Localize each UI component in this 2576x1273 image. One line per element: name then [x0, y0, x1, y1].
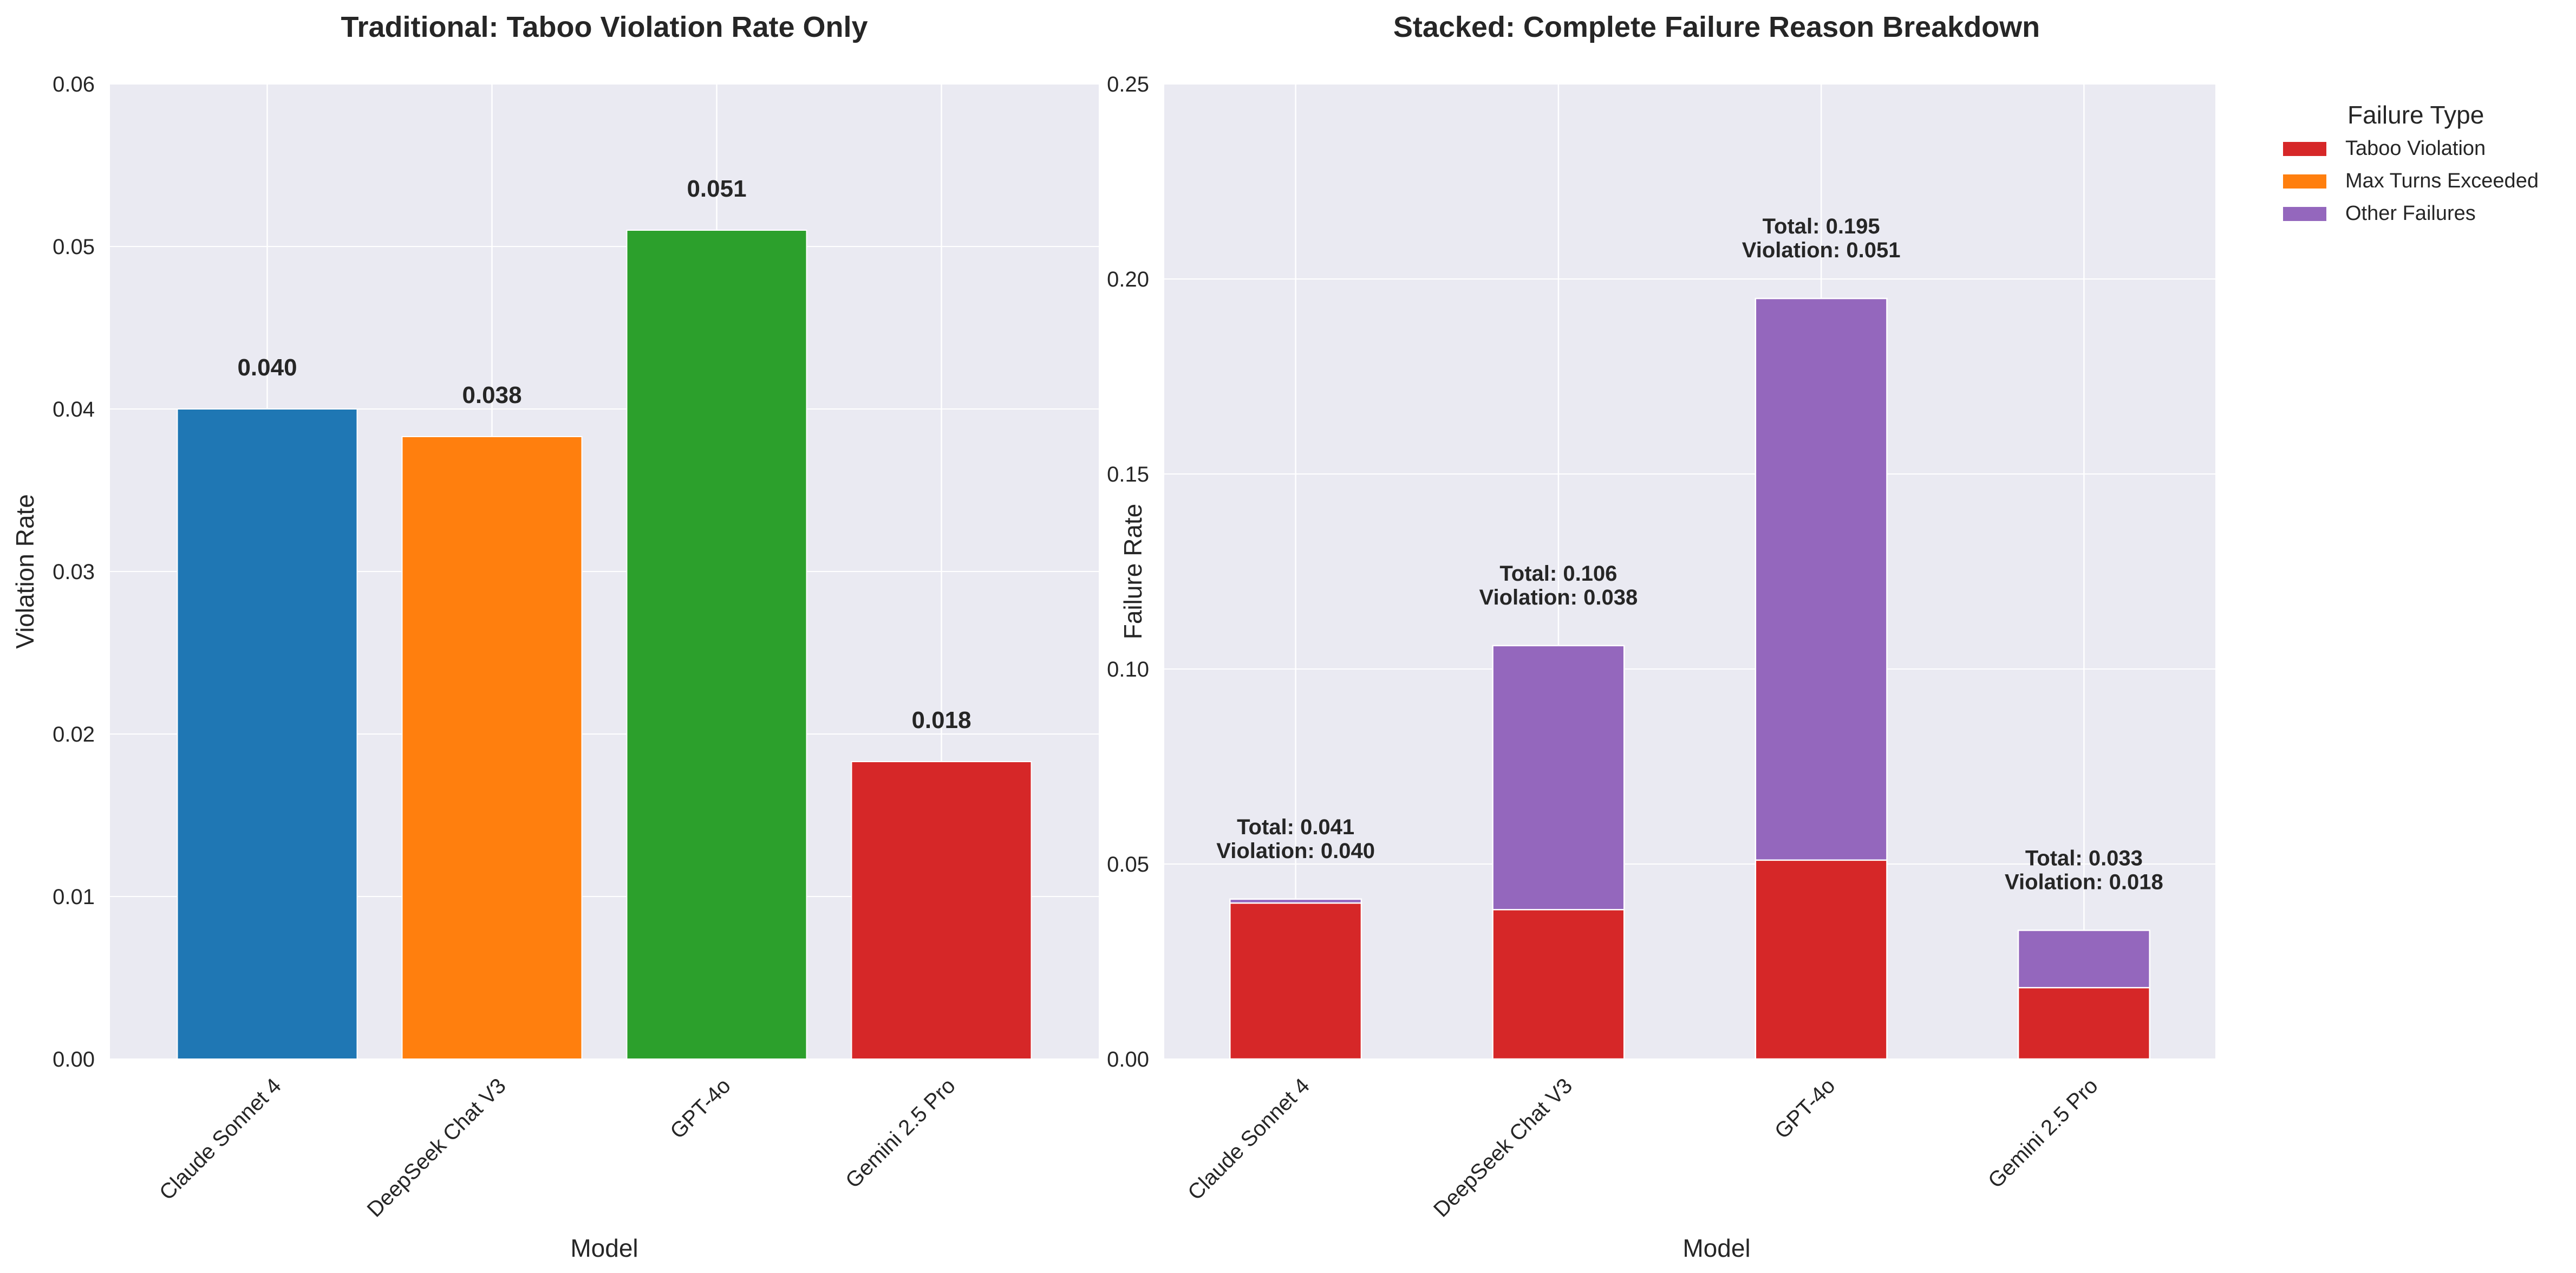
- y-ticks: 0.00 0.05 0.10 0.15 0.20 0.25: [1107, 73, 1149, 1071]
- legend: Failure Type Taboo Violation Max Turns Ex…: [2283, 101, 2539, 225]
- x-axis-label: Model: [570, 1234, 638, 1262]
- x-tick-label: Claude Sonnet 4: [155, 1074, 286, 1205]
- y-axis-label: Failure Rate: [1119, 504, 1147, 640]
- x-tick-label: Gemini 2.5 Pro: [841, 1074, 960, 1193]
- y-tick-label: 0.02: [53, 723, 95, 746]
- bars: [1229, 297, 2150, 1060]
- x-axis-label: Model: [1682, 1234, 1750, 1262]
- stacked-bar-segment: [1492, 908, 1625, 1060]
- stacked-bar-segment: [2017, 930, 2150, 989]
- annotation-total: Total: 0.195: [1763, 215, 1880, 238]
- annotation-total: Total: 0.106: [1499, 562, 1617, 586]
- violation-rate-chart: Traditional: Taboo Violation Rate Only 0…: [11, 11, 1099, 1262]
- y-ticks: 0.00 0.01 0.02 0.03 0.04 0.05 0.06: [53, 73, 95, 1071]
- legend-swatch: [2283, 142, 2326, 156]
- annotation-violation: Violation: 0.018: [2005, 870, 2163, 894]
- y-tick-label: 0.04: [53, 398, 95, 421]
- annotation-violation: Violation: 0.038: [1479, 586, 1638, 609]
- y-tick-label: 0.01: [53, 885, 95, 909]
- x-tick-label: DeepSeek Chat V3: [363, 1074, 511, 1222]
- y-tick-label: 0.00: [1107, 1048, 1149, 1071]
- value-labels: 0.040 0.038 0.051 0.018: [237, 176, 971, 733]
- bar: [177, 408, 358, 1060]
- stacked-bar-segment: [1755, 859, 1888, 1060]
- plot-area: [1164, 84, 2215, 1059]
- y-tick-label: 0.00: [53, 1048, 95, 1071]
- x-tick-label: Gemini 2.5 Pro: [1984, 1074, 2103, 1193]
- y-tick-label: 0.03: [53, 560, 95, 584]
- bar-value-label: 0.051: [687, 176, 746, 202]
- x-tick-label: Claude Sonnet 4: [1183, 1074, 1314, 1205]
- y-axis-label: Violation Rate: [11, 494, 39, 649]
- stacked-bar-segment: [2017, 986, 2150, 1060]
- legend-label: Other Failures: [2345, 202, 2476, 225]
- y-tick-label: 0.05: [53, 235, 95, 259]
- legend-swatch: [2283, 174, 2326, 189]
- chart-title: Stacked: Complete Failure Reason Breakdo…: [1393, 11, 2040, 43]
- stacked-bar-segment: [1492, 645, 1625, 911]
- bar: [626, 230, 807, 1060]
- y-tick-label: 0.20: [1107, 268, 1149, 291]
- legend-swatch: [2283, 207, 2326, 221]
- failure-breakdown-chart: Stacked: Complete Failure Reason Breakdo…: [1107, 11, 2539, 1262]
- legend-title: Failure Type: [2347, 101, 2484, 129]
- y-tick-label: 0.06: [53, 73, 95, 96]
- y-tick-label: 0.25: [1107, 73, 1149, 96]
- bar-value-label: 0.040: [237, 354, 297, 381]
- chart-title: Traditional: Taboo Violation Rate Only: [341, 11, 868, 43]
- annotation-violation: Violation: 0.051: [1742, 238, 1901, 262]
- annotation-total: Total: 0.041: [1237, 815, 1354, 839]
- legend-label: Taboo Violation: [2345, 137, 2486, 160]
- x-tick-label: DeepSeek Chat V3: [1429, 1074, 1577, 1222]
- bar: [851, 761, 1032, 1060]
- bar-value-label: 0.018: [911, 707, 971, 733]
- bar: [401, 436, 583, 1060]
- x-tick-label: GPT-4o: [1770, 1074, 1840, 1144]
- bars: [177, 230, 1032, 1060]
- stacked-bar-segment: [1229, 902, 1362, 1060]
- y-tick-label: 0.15: [1107, 463, 1149, 486]
- stacked-bar-segment: [1229, 898, 1362, 904]
- y-tick-label: 0.10: [1107, 658, 1149, 681]
- annotation-violation: Violation: 0.040: [1216, 839, 1375, 863]
- x-ticks: Claude Sonnet 4 DeepSeek Chat V3 GPT-4o Gem…: [1183, 1074, 2103, 1222]
- bar-value-label: 0.038: [462, 382, 521, 408]
- y-tick-label: 0.05: [1107, 853, 1149, 876]
- grid: [1164, 83, 2215, 1060]
- x-ticks: Claude Sonnet 4 DeepSeek Chat V3 GPT-4o Gem…: [155, 1074, 960, 1222]
- x-tick-label: GPT-4o: [666, 1074, 735, 1144]
- stacked-bar-segment: [1755, 297, 1888, 861]
- annotation-total: Total: 0.033: [2025, 846, 2143, 870]
- legend-label: Max Turns Exceeded: [2345, 170, 2539, 192]
